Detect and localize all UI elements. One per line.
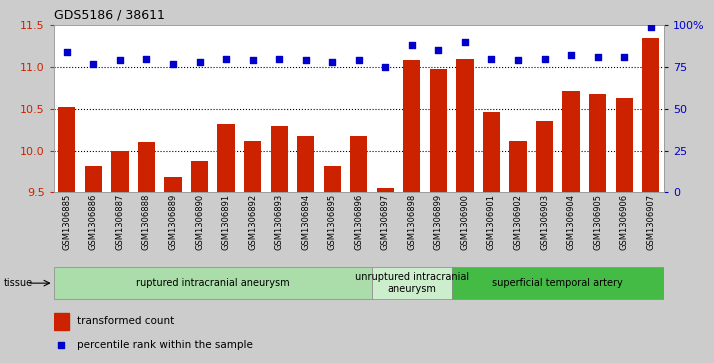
Point <box>353 58 365 64</box>
Point <box>300 58 311 64</box>
Text: GSM1306890: GSM1306890 <box>195 194 204 250</box>
Bar <box>589 94 606 192</box>
Text: GSM1306904: GSM1306904 <box>567 194 575 250</box>
FancyBboxPatch shape <box>452 267 664 299</box>
Text: GSM1306888: GSM1306888 <box>142 194 151 250</box>
Bar <box>191 161 208 192</box>
Bar <box>138 142 155 192</box>
Text: GSM1306887: GSM1306887 <box>116 194 124 250</box>
Point <box>167 61 178 67</box>
Text: GSM1306905: GSM1306905 <box>593 194 602 250</box>
Point <box>273 56 285 62</box>
Text: GSM1306889: GSM1306889 <box>169 194 178 250</box>
Text: unruptured intracranial
aneurysm: unruptured intracranial aneurysm <box>355 272 469 294</box>
Text: GSM1306899: GSM1306899 <box>434 194 443 250</box>
Text: GSM1306898: GSM1306898 <box>408 194 416 250</box>
Bar <box>59 107 76 192</box>
Bar <box>563 90 580 192</box>
Bar <box>350 136 368 192</box>
Point <box>247 58 258 64</box>
Bar <box>323 166 341 192</box>
Bar <box>403 61 421 192</box>
Point <box>486 56 497 62</box>
Bar <box>164 178 181 192</box>
Bar <box>218 124 235 192</box>
Bar <box>536 121 553 192</box>
Text: GSM1306886: GSM1306886 <box>89 194 98 250</box>
Bar <box>85 166 102 192</box>
Bar <box>509 140 527 192</box>
Text: tissue: tissue <box>4 278 33 288</box>
Text: GSM1306900: GSM1306900 <box>461 194 469 250</box>
Text: GSM1306885: GSM1306885 <box>62 194 71 250</box>
Point <box>141 56 152 62</box>
Point <box>193 59 205 65</box>
Text: GSM1306891: GSM1306891 <box>221 194 231 250</box>
Text: transformed count: transformed count <box>76 316 174 326</box>
Point <box>88 61 99 67</box>
Text: percentile rank within the sample: percentile rank within the sample <box>76 340 253 350</box>
Bar <box>297 136 314 192</box>
Bar <box>244 140 261 192</box>
Text: GSM1306906: GSM1306906 <box>620 194 629 250</box>
Bar <box>377 188 394 192</box>
Point <box>645 24 656 30</box>
Text: GSM1306903: GSM1306903 <box>540 194 549 250</box>
Bar <box>271 126 288 192</box>
Point <box>539 56 550 62</box>
Point <box>61 49 73 55</box>
Text: GSM1306895: GSM1306895 <box>328 194 337 250</box>
Text: GSM1306901: GSM1306901 <box>487 194 496 250</box>
Point <box>406 42 418 48</box>
Text: GSM1306897: GSM1306897 <box>381 194 390 250</box>
Bar <box>111 151 129 192</box>
FancyBboxPatch shape <box>372 267 452 299</box>
FancyBboxPatch shape <box>54 267 372 299</box>
Text: GSM1306902: GSM1306902 <box>513 194 523 250</box>
Point <box>56 342 67 348</box>
Point <box>433 48 444 53</box>
Text: GSM1306896: GSM1306896 <box>354 194 363 250</box>
Bar <box>430 69 447 192</box>
Text: GSM1306892: GSM1306892 <box>248 194 257 250</box>
Point <box>565 53 577 58</box>
Bar <box>483 112 500 192</box>
Text: GSM1306893: GSM1306893 <box>275 194 283 250</box>
Point <box>459 39 471 45</box>
Bar <box>54 313 69 330</box>
Text: ruptured intracranial aneurysm: ruptured intracranial aneurysm <box>136 278 290 288</box>
Point <box>326 59 338 65</box>
Point <box>380 64 391 70</box>
Text: GSM1306894: GSM1306894 <box>301 194 310 250</box>
Text: GSM1306907: GSM1306907 <box>646 194 655 250</box>
Bar <box>456 59 473 192</box>
Text: GDS5186 / 38611: GDS5186 / 38611 <box>54 9 164 22</box>
Bar <box>642 38 659 192</box>
Point <box>114 58 126 64</box>
Text: superficial temporal artery: superficial temporal artery <box>493 278 623 288</box>
Point <box>618 54 630 60</box>
Bar <box>615 98 633 192</box>
Point <box>513 58 524 64</box>
Point <box>592 54 603 60</box>
Point <box>221 56 232 62</box>
